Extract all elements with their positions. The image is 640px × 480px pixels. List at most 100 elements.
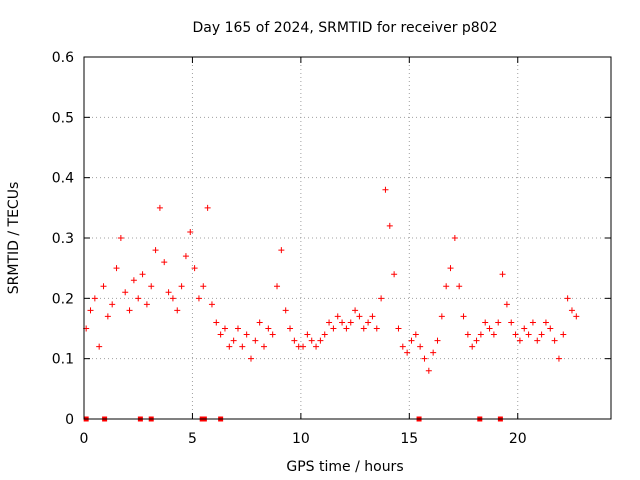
data-point bbox=[469, 343, 476, 350]
y-tick-label: 0 bbox=[65, 412, 74, 428]
data-point bbox=[217, 331, 224, 338]
data-point bbox=[156, 204, 163, 211]
data-point bbox=[208, 301, 215, 308]
x-tick-label: 5 bbox=[188, 431, 197, 447]
data-point bbox=[204, 204, 211, 211]
data-point bbox=[261, 343, 268, 350]
data-point bbox=[512, 331, 519, 338]
data-point bbox=[109, 301, 116, 308]
data-point bbox=[464, 331, 471, 338]
data-point bbox=[438, 313, 445, 320]
data-point bbox=[499, 271, 506, 278]
data-point bbox=[100, 283, 107, 290]
data-point bbox=[135, 295, 142, 302]
data-point bbox=[508, 319, 515, 326]
data-point bbox=[360, 325, 367, 332]
data-point bbox=[547, 325, 554, 332]
data-point bbox=[182, 253, 189, 260]
data-point bbox=[230, 337, 237, 344]
data-point bbox=[308, 337, 315, 344]
y-tick-label: 0.1 bbox=[52, 352, 74, 368]
data-point bbox=[490, 331, 497, 338]
data-point bbox=[573, 313, 580, 320]
data-point bbox=[126, 307, 133, 314]
data-point bbox=[434, 337, 441, 344]
grid-lines bbox=[84, 57, 611, 419]
data-point bbox=[148, 283, 155, 290]
data-point bbox=[234, 325, 241, 332]
data-point bbox=[382, 186, 389, 193]
data-point bbox=[425, 367, 432, 374]
data-point bbox=[221, 325, 228, 332]
data-point bbox=[564, 295, 571, 302]
data-point bbox=[412, 331, 419, 338]
data-point bbox=[447, 265, 454, 272]
chart-title: Day 165 of 2024, SRMTID for receiver p80… bbox=[192, 20, 497, 36]
data-point bbox=[256, 319, 263, 326]
data-point bbox=[247, 355, 254, 362]
data-point bbox=[213, 319, 220, 326]
data-point bbox=[321, 331, 328, 338]
data-point bbox=[113, 265, 120, 272]
data-point bbox=[460, 313, 467, 320]
data-point bbox=[282, 307, 289, 314]
data-point bbox=[343, 325, 350, 332]
data-point bbox=[356, 313, 363, 320]
data-point bbox=[178, 283, 185, 290]
data-point bbox=[130, 277, 137, 284]
data-point bbox=[87, 307, 94, 314]
data-point bbox=[274, 283, 281, 290]
x-axis-label: GPS time / hours bbox=[286, 459, 403, 475]
data-point bbox=[165, 289, 172, 296]
data-point bbox=[96, 343, 103, 350]
data-point bbox=[269, 331, 276, 338]
data-point bbox=[503, 301, 510, 308]
data-point bbox=[291, 337, 298, 344]
data-point bbox=[534, 337, 541, 344]
y-tick-label: 0.5 bbox=[52, 110, 74, 126]
data-point bbox=[122, 289, 129, 296]
data-points bbox=[83, 186, 580, 374]
data-point bbox=[174, 307, 181, 314]
data-point bbox=[104, 313, 111, 320]
data-point bbox=[529, 319, 536, 326]
data-point bbox=[443, 283, 450, 290]
data-point bbox=[252, 337, 259, 344]
data-point bbox=[278, 247, 285, 254]
y-tick-label: 0.6 bbox=[52, 50, 74, 66]
data-point bbox=[287, 325, 294, 332]
data-point bbox=[313, 343, 320, 350]
data-point bbox=[525, 331, 532, 338]
data-point bbox=[152, 247, 159, 254]
data-point bbox=[378, 295, 385, 302]
data-point bbox=[226, 343, 233, 350]
x-tick-label: 20 bbox=[509, 431, 527, 447]
data-point bbox=[330, 325, 337, 332]
data-point bbox=[265, 325, 272, 332]
data-point bbox=[486, 325, 493, 332]
data-point bbox=[326, 319, 333, 326]
data-point bbox=[473, 337, 480, 344]
data-point bbox=[139, 271, 146, 278]
data-point bbox=[404, 349, 411, 356]
data-point bbox=[391, 271, 398, 278]
data-point bbox=[334, 313, 341, 320]
data-point bbox=[521, 325, 528, 332]
data-point bbox=[386, 222, 393, 229]
data-point bbox=[568, 307, 575, 314]
data-point bbox=[91, 295, 98, 302]
data-point bbox=[239, 343, 246, 350]
data-point bbox=[143, 301, 150, 308]
data-point bbox=[200, 283, 207, 290]
data-point bbox=[191, 265, 198, 272]
data-point bbox=[408, 337, 415, 344]
data-point bbox=[421, 355, 428, 362]
y-tick-label: 0.2 bbox=[52, 291, 74, 307]
data-point bbox=[399, 343, 406, 350]
data-point bbox=[477, 331, 484, 338]
plot-frame bbox=[83, 56, 612, 420]
data-point bbox=[373, 325, 380, 332]
x-tick-label: 15 bbox=[400, 431, 418, 447]
data-point bbox=[317, 337, 324, 344]
data-point bbox=[300, 343, 307, 350]
